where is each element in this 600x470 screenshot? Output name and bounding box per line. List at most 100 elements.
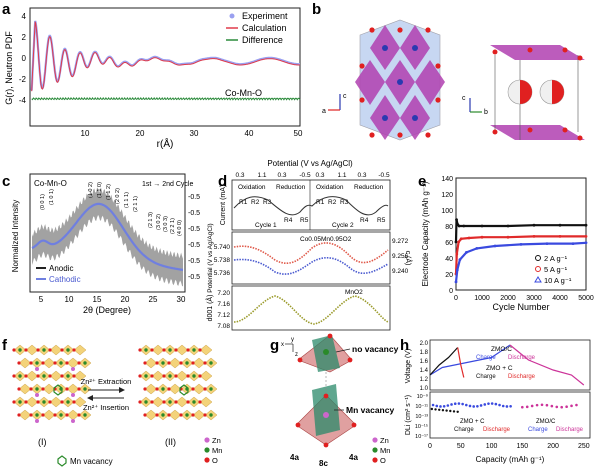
metal-atom xyxy=(397,79,403,85)
panel-a-frame xyxy=(29,7,301,127)
f-polyhedron xyxy=(73,344,87,356)
crystal-structure-f-left xyxy=(12,344,92,423)
c-hkl: (4 0 0) xyxy=(177,220,183,236)
e-data-point xyxy=(584,223,588,227)
c-hkl: (2 1 3) xyxy=(148,212,154,228)
f-polyhedron xyxy=(192,383,206,395)
oxygen-atom xyxy=(155,413,159,417)
oxygen-atom xyxy=(155,361,159,365)
d-current-label: Current (mA) xyxy=(220,185,227,225)
c-hkl: (1 0 1) xyxy=(49,189,55,205)
oxygen-atom xyxy=(77,361,81,365)
zn-atom xyxy=(71,367,75,371)
f-polyhedron xyxy=(49,396,63,408)
oxygen-atom xyxy=(179,361,183,365)
d-step: R1 xyxy=(316,199,325,206)
zn-atom xyxy=(71,393,75,397)
octahedron-layer-bottom xyxy=(490,125,585,140)
h-diffusion-point xyxy=(540,403,544,407)
zn-site-half xyxy=(520,80,532,104)
d-top-tick: 1.1 xyxy=(257,172,266,179)
oxygen-atom xyxy=(203,387,207,391)
h-d-discharge-2: Discharge xyxy=(556,427,584,433)
f-polyhedron xyxy=(66,409,80,421)
h-diffusion-point xyxy=(501,404,505,408)
a-ytick: -2 xyxy=(19,75,27,84)
h-v-tick: 1.4 xyxy=(420,368,429,374)
oxygen-atom xyxy=(369,132,375,138)
e-legend-5: 5 A g⁻¹ xyxy=(544,265,568,274)
oxygen-atom xyxy=(150,374,154,378)
oxygen-atom xyxy=(143,361,147,365)
h-diffusion-point xyxy=(431,403,435,407)
d-step-labels: R1 R2 R3 R4 R5 R1 R2 R3 R4 R5 xyxy=(239,199,386,224)
d-compound2: MnO2 xyxy=(345,289,363,296)
mn-atom xyxy=(161,387,165,391)
h-diffusion-point xyxy=(435,404,439,408)
f-legend-zn: Zn xyxy=(212,436,221,445)
oxygen-atom xyxy=(138,374,142,378)
g-legend: Zn Mn O xyxy=(372,436,390,465)
c-legend-anodic: Anodic xyxy=(49,264,73,273)
e-data-point xyxy=(462,224,466,228)
e-data-point xyxy=(519,243,523,246)
h-d-tick: 10⁻⁹ xyxy=(417,393,428,400)
panel-a-legend: Experiment Calculation Difference xyxy=(226,11,288,45)
f-polyhedron xyxy=(73,370,87,382)
d-series-a xyxy=(233,242,389,264)
d-d001-label: d001 (Å) xyxy=(205,295,214,322)
f-roman-I: (I) xyxy=(38,437,47,447)
oxygen-atom xyxy=(203,361,207,365)
a-ytick: 0 xyxy=(22,54,27,63)
d-step: R4 xyxy=(284,217,293,224)
zn-atom xyxy=(35,367,39,371)
h-diffusion-point xyxy=(479,404,483,407)
e-data-point xyxy=(584,235,588,238)
crystal-structure-f-right xyxy=(138,344,218,421)
mn-atom xyxy=(83,361,87,365)
c-right-tick: -0.5 xyxy=(188,194,200,201)
f-polyhedron xyxy=(192,409,206,421)
d-step: R5 xyxy=(377,217,386,224)
c-right-tick: -0.5 xyxy=(188,258,200,265)
panel-g: g x y z no vacancy Mn vacancy 4a 8c 4a Z… xyxy=(270,333,399,468)
h-zmo-plus-c-discharge: Discharge xyxy=(508,374,536,380)
oxygen-atom xyxy=(65,413,69,417)
oxygen-atom xyxy=(138,400,142,404)
h-zmo-plus-c-label: ZMO + C xyxy=(486,365,513,372)
c-hkl: (2 2 1) xyxy=(170,218,176,234)
e-data-point xyxy=(558,223,562,227)
c-right-tick: -0.5 xyxy=(188,210,200,217)
a-ytick: -4 xyxy=(19,96,27,105)
e-series-line xyxy=(454,235,586,275)
d-top-ticks: 0.3 1.1 0.3 -0.5 0.3 1.1 0.3 -0.5 xyxy=(235,172,390,179)
f-polyhedron xyxy=(25,344,39,356)
f-polyhedron xyxy=(25,370,39,382)
mn-atom xyxy=(161,361,165,365)
oxygen-atom xyxy=(24,400,28,404)
oxygen-atom xyxy=(167,413,171,417)
e-xlabel: Cycle Number xyxy=(492,302,549,312)
zn-atom xyxy=(35,419,39,423)
oxygen-atom xyxy=(65,361,69,365)
e-data-point xyxy=(506,235,510,239)
e-series-line xyxy=(454,219,586,243)
d-compound1: Co0.05Mn0.95O2 xyxy=(300,236,352,243)
f-polyhedron xyxy=(49,370,63,382)
oxygen-atom xyxy=(369,27,375,33)
h-d-zmo-plus-c: ZMO + C xyxy=(460,419,485,425)
e-data-point xyxy=(584,241,588,245)
e-data-point xyxy=(459,237,463,241)
d-step: R3 xyxy=(340,199,349,206)
e-yticks: 0 20 40 60 80 100 120 140 xyxy=(441,176,453,295)
d-series-c xyxy=(233,256,389,275)
h-v-tick: 1.2 xyxy=(420,377,429,383)
c-hkl-labels: (0 0 1) (1 0 1) (1 0 2) (1 1 0) (1 1 2) … xyxy=(40,182,183,236)
oxygen-atom xyxy=(60,374,64,378)
e-data-point xyxy=(493,244,497,248)
oxygen-atom xyxy=(72,400,76,404)
h-diffusion-point xyxy=(441,409,445,412)
h-xticks: 0 50 100 150 200 250 xyxy=(428,443,590,450)
mn-atom xyxy=(161,413,165,417)
